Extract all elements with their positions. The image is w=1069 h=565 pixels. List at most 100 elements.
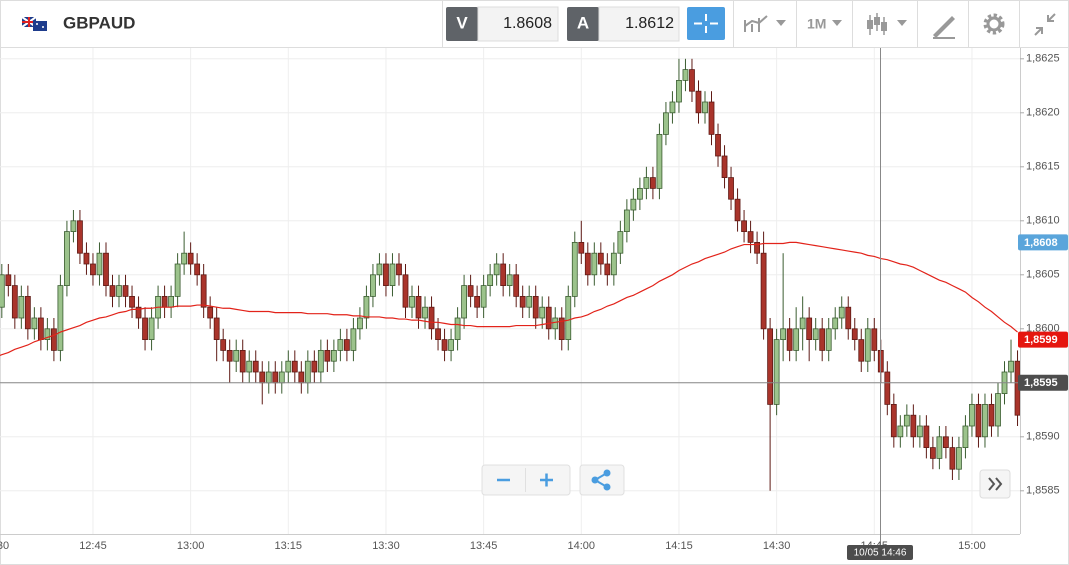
candle-body [526,295,533,308]
candle-body [864,328,871,362]
crosshair-button[interactable] [687,7,725,40]
candle-body [799,317,806,330]
candle-body [44,328,51,340]
indicator-button[interactable] [744,15,786,32]
candle-body [949,447,956,470]
candle-body [715,133,721,157]
x-tick-label: 13:00 [177,540,205,552]
candle-body [825,328,832,351]
candle-body [57,285,64,351]
candle-body [207,306,214,319]
candle-body [233,349,240,362]
candle-body [77,220,83,254]
x-tick-label: 14:00 [568,540,596,552]
bid-price[interactable]: 1.8608 [503,15,552,32]
candle-body [428,306,435,330]
candle-body [383,263,389,287]
draw-button[interactable] [933,16,955,39]
y-tick-label: 1,8610 [1026,215,1060,227]
candle-body [187,252,194,265]
ask-label-box[interactable] [567,7,599,41]
candle-body [702,101,708,114]
price-marker [1018,331,1068,348]
candle-body [161,295,168,308]
candle-body [943,436,949,448]
x-tick-label: 13:15 [275,540,303,552]
crosshair-time-box [847,545,913,560]
share-button[interactable] [579,464,625,496]
candle-body [200,274,207,308]
candle-body [0,274,5,308]
zoom-controls [481,464,1011,499]
candle-body [493,263,500,276]
bid-label[interactable]: V [456,13,468,32]
candle-body [259,371,266,384]
candle-body [64,231,70,287]
candle-body [845,306,852,330]
candle-body [285,360,292,373]
candle-body [474,295,481,308]
candle-body [480,285,487,308]
candle-body [669,101,676,114]
candle-body [435,328,441,340]
ask-box[interactable] [598,6,680,42]
candle-body [617,231,624,254]
candle-body [936,436,943,459]
candle-body [142,317,148,341]
candle-body [291,360,298,373]
candle-body [884,371,891,405]
candle-body [663,112,669,135]
settings-button[interactable] [983,13,1005,35]
candle-body [506,274,513,286]
collapse-button[interactable] [1034,13,1056,36]
candle-body [695,90,702,114]
candle-body [272,371,279,384]
candle-body [103,252,109,286]
candle-body [760,252,767,330]
candle-body [747,231,754,243]
y-tick-label: 1,8590 [1026,431,1060,443]
candle-body [317,349,324,373]
candle-body [956,447,962,470]
candle-body [656,133,663,189]
candle-body [903,414,910,427]
candle-body [630,198,637,211]
bid-label-box[interactable] [446,7,478,41]
candle-body [467,285,474,297]
candle-body [5,274,12,286]
candle-body [812,328,819,340]
crosshair-time: 10/05 14:46 [854,548,907,559]
price-marker [1018,234,1068,251]
candle-body [226,349,233,362]
candle-body [773,339,780,405]
bid-box[interactable] [477,6,559,42]
x-tick-label: 13:45 [470,540,498,552]
chart-type-button[interactable] [867,13,907,35]
candle-body [265,371,272,384]
candle-body [461,285,467,319]
candle-body [793,328,800,351]
candle-body [122,285,129,297]
candle-body [786,328,793,351]
candle-body [565,295,572,340]
ask-price[interactable]: 1.8612 [625,15,674,32]
candle-body [363,295,370,319]
y-tick-label: 1,8585 [1026,485,1060,497]
candle-body [643,177,650,189]
plot-area [0,58,1020,491]
zoom-in[interactable] [540,473,553,487]
candle-body [278,371,285,384]
candle-body [370,274,376,297]
candle-body [350,328,357,351]
candle-body [610,252,617,276]
x-tick-label: 13:30 [372,540,400,552]
candle-body [780,328,787,340]
candle-body [890,403,897,438]
candle-body [357,317,363,330]
candle-body [519,295,526,308]
y-tick-label: 1,8605 [1026,269,1060,281]
ask-label[interactable]: A [577,13,589,32]
candle-body [330,349,337,362]
candle-body [396,263,402,276]
timeframe[interactable]: 1M [807,16,826,32]
